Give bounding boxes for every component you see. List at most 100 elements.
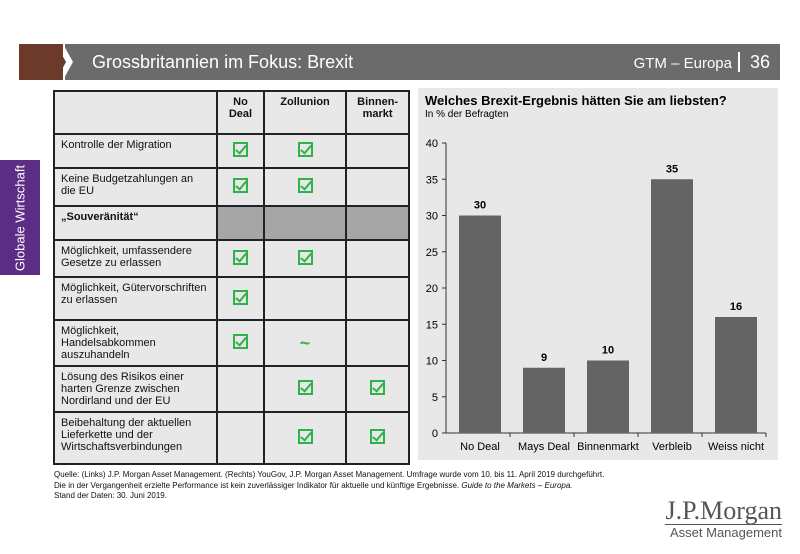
row-label: Möglichkeit, Gütervorschriften zu erlass… — [52, 276, 219, 321]
y-tick-label: 0 — [432, 428, 438, 440]
row-label: Kontrolle der Migration — [52, 133, 219, 169]
page-title: Grossbritannien im Fokus: Brexit — [92, 52, 354, 72]
table-row: Möglichkeit, Handelsabkommen auszuhandel… — [52, 319, 410, 367]
table-cell — [216, 167, 265, 207]
header-arrow — [56, 44, 66, 80]
column-header: No Deal — [216, 90, 265, 135]
table-row: Lösung des Risikos einer harten Grenze z… — [52, 365, 410, 413]
table-cell — [345, 133, 410, 169]
table-cell — [216, 133, 265, 169]
footer-disclaimer: Die in der Vergangenheit erzielte Perfor… — [54, 480, 460, 490]
y-tick-label: 15 — [426, 319, 438, 331]
table-row: Keine Budgetzahlungen an die EU — [52, 167, 410, 207]
table-cell — [262, 239, 348, 278]
sidebar-tab: Globale Wirtschaft — [0, 160, 40, 275]
footer-date: Stand der Daten: 30. Juni 2019. — [54, 491, 167, 500]
y-tick-label: 40 — [426, 138, 438, 150]
table-cell: ~ — [262, 319, 348, 367]
table-cell — [216, 239, 265, 278]
table-cell — [216, 411, 265, 465]
table-cell — [345, 239, 410, 278]
checkmark-icon — [232, 249, 248, 265]
row-label: Möglichkeit, Handelsabkommen auszuhandel… — [52, 319, 219, 367]
data-label: 16 — [730, 301, 742, 313]
y-tick-label: 20 — [426, 283, 438, 295]
table-cell — [345, 319, 410, 367]
table-cell — [345, 365, 410, 413]
data-label: 9 — [541, 352, 547, 364]
bar — [651, 179, 693, 433]
chart-subtitle: In % der Befragten — [425, 109, 509, 120]
y-tick-label: 30 — [426, 211, 438, 223]
checkmark-icon — [370, 429, 386, 444]
jpmorgan-logo: J.P.Morgan Asset Management — [665, 498, 782, 540]
comparison-table: No Deal Zollunion Binnen-markt Kontrolle de… — [52, 90, 410, 465]
column-header: Zollunion — [262, 90, 348, 135]
data-label: 35 — [666, 163, 678, 175]
checkmark-icon — [297, 249, 313, 265]
checkmark-icon — [232, 178, 248, 193]
x-tick-label: No Deal — [460, 441, 500, 453]
header-divider — [63, 44, 73, 80]
table-cell — [216, 319, 265, 367]
table-cell — [216, 276, 265, 321]
column-header — [52, 90, 219, 135]
bar — [523, 367, 565, 433]
checkmark-icon — [370, 380, 386, 395]
table-row: Kontrolle der Migration — [52, 133, 410, 169]
table-cell — [262, 365, 348, 413]
bar — [587, 360, 629, 433]
checkmark-icon — [232, 142, 248, 157]
row-label: Möglichkeit, umfassendere Gesetze zu erl… — [52, 239, 219, 278]
row-label: „Souveränität“ — [52, 205, 219, 241]
data-label: 10 — [602, 345, 614, 357]
header-bar: Grossbritannien im Fokus: Brexit GTM – E… — [65, 44, 780, 80]
checkmark-icon — [297, 380, 313, 395]
row-label: Lösung des Risikos einer harten Grenze z… — [52, 365, 219, 413]
y-tick-label: 25 — [426, 247, 438, 259]
table-row: Beibehaltung der aktuellen Lieferkette u… — [52, 411, 410, 465]
table-cell — [345, 411, 410, 465]
section-label: GTM – Europa — [633, 55, 732, 72]
y-tick-label: 5 — [432, 392, 438, 404]
x-tick-label: Weiss nicht — [708, 441, 764, 453]
checkmark-icon — [232, 334, 248, 349]
table-cell — [262, 133, 348, 169]
footer-source: Quelle: (Links) J.P. Morgan Asset Manage… — [54, 470, 605, 479]
partial-tilde: ~ — [299, 332, 311, 353]
x-tick-label: Mays Deal — [518, 441, 570, 453]
table-cell — [262, 167, 348, 207]
checkmark-icon — [297, 178, 313, 193]
x-tick-label: Verbleib — [652, 441, 692, 453]
bar — [459, 215, 501, 433]
logo-name: J.P.Morgan — [665, 496, 782, 525]
table-cell — [216, 205, 265, 241]
chart-title: Welches Brexit-Ergebnis hätten Sie am li… — [425, 93, 727, 108]
table-cell — [216, 365, 265, 413]
table-row: Möglichkeit, Gütervorschriften zu erlass… — [52, 276, 410, 321]
footer-notes: Quelle: (Links) J.P. Morgan Asset Manage… — [54, 470, 604, 502]
x-tick-label: Binnenmarkt — [577, 441, 639, 453]
page-number: 36 — [737, 52, 770, 72]
y-tick-label: 35 — [426, 174, 438, 186]
y-tick-label: 10 — [426, 356, 438, 368]
table-header-row: No Deal Zollunion Binnen-markt — [52, 90, 410, 135]
bar — [715, 317, 757, 433]
data-label: 30 — [474, 200, 486, 212]
table-row: „Souveränität“ — [52, 205, 410, 241]
column-header: Binnen-markt — [345, 90, 410, 135]
table-cell — [345, 276, 410, 321]
header-accent — [19, 44, 63, 80]
table-cell — [262, 276, 348, 321]
table-cell — [345, 205, 410, 241]
logo-sub: Asset Management — [665, 524, 782, 540]
checkmark-icon — [297, 429, 313, 444]
row-label: Beibehaltung der aktuellen Lieferkette u… — [52, 411, 219, 465]
table-row: Möglichkeit, umfassendere Gesetze zu erl… — [52, 239, 410, 278]
table-cell — [262, 411, 348, 465]
table-cell — [262, 205, 348, 241]
checkmark-icon — [297, 142, 313, 157]
row-label: Keine Budgetzahlungen an die EU — [52, 167, 219, 207]
table-cell — [345, 167, 410, 207]
